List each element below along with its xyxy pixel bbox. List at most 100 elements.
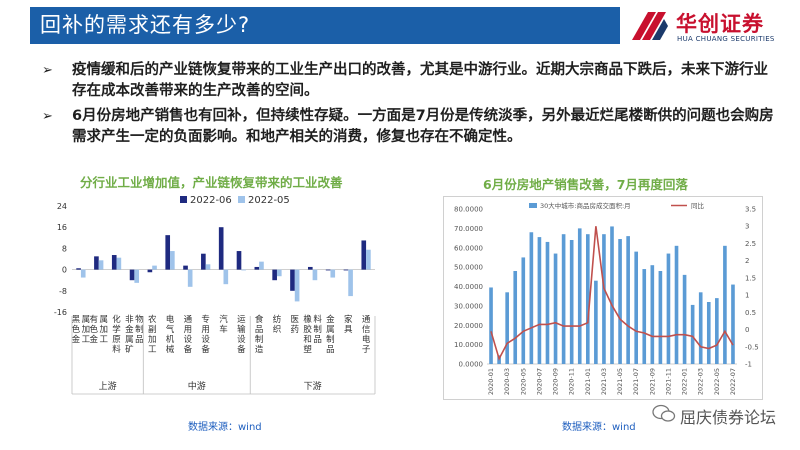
legend-swatch	[180, 196, 187, 203]
bar	[276, 269, 282, 277]
x-category-label: 电气机械	[166, 314, 175, 355]
bullet-item: ➢ 6月份房地产销售也有回补，但持续性存疑。一方面是7月份是传统淡季，另外最近烂尾…	[42, 106, 782, 148]
bar	[626, 236, 630, 364]
legend-label: 2022-05	[248, 195, 290, 206]
y-tick-label: 24	[57, 202, 67, 211]
y-tick-label-right: 1	[745, 292, 749, 300]
y-tick-label-left: 10.0000	[454, 341, 483, 349]
x-category-label-text: 运输设备	[237, 315, 246, 355]
bullet-list: ➢ 疫情缓和后的产业链恢复带来的工业生产出口的改善，尤其是中游行业。近期大宗商品下…	[42, 60, 782, 152]
arrow-bullet-icon: ➢	[42, 109, 53, 124]
bar	[545, 241, 550, 364]
bar	[183, 265, 188, 270]
x-tick-label: 2022-01	[681, 368, 689, 395]
bar	[537, 237, 542, 364]
y-tick-label-right: 2	[745, 257, 749, 265]
bar	[170, 251, 175, 270]
logo-text-cn: 华创证券	[676, 12, 764, 36]
bar	[521, 257, 526, 364]
bar	[361, 240, 367, 270]
x-category-label: 汽车	[219, 314, 228, 335]
bar	[223, 269, 229, 285]
x-category-label-text: 有色金属加工	[89, 314, 108, 345]
y-tick-label-right: 3.5	[745, 206, 756, 214]
bar	[569, 240, 574, 364]
bar	[307, 266, 313, 270]
x-tick-label: 2020-05	[519, 368, 527, 395]
bar	[706, 302, 711, 364]
x-tick-label: 2020-01	[487, 368, 495, 395]
logo: 华创证券 HUA CHUANG SECURITIES	[628, 6, 793, 48]
watermark-text: 屈庆债券论坛	[680, 408, 777, 427]
x-category-label: 有色金属加工	[89, 314, 108, 345]
page-title: 回补的需求还有多少?	[40, 13, 251, 37]
arrow-bullet-icon: ➢	[42, 63, 53, 78]
y-tick-label-left: 40.0000	[454, 283, 483, 291]
x-category-label: 农副加工	[148, 314, 157, 355]
x-category-label-text: 汽车	[219, 314, 228, 335]
bar	[602, 234, 606, 364]
bar	[348, 269, 353, 297]
bullet-text: 疫情缓和后的产业链恢复带来的工业生产出口的改善，尤其是中游行业。近期大宗商品下跌…	[72, 62, 768, 99]
x-category-label: 通信电子	[362, 314, 371, 355]
bar	[690, 304, 695, 364]
x-category-label-text: 家具	[344, 314, 353, 335]
bar	[634, 251, 639, 364]
bar	[201, 253, 206, 270]
bar	[585, 234, 590, 364]
y-tick-label-left: 20.0000	[454, 322, 483, 330]
right-source: 数据来源：wind	[562, 422, 636, 433]
legend-label: 同比	[691, 201, 705, 210]
y-tick-label: -16	[54, 308, 67, 317]
bar	[129, 269, 135, 281]
bar	[94, 256, 99, 270]
y-tick-label-left: 80.0000	[454, 206, 483, 214]
x-tick-label: 2020-09	[552, 368, 560, 395]
industry-value-added-chart: 2022-06 2022-05 24 16 8 0 -8 -16 黑色金属加工有色金属加工化学原…	[54, 195, 376, 395]
bar	[272, 269, 277, 281]
bar	[312, 269, 318, 281]
x-category-label-text: 化学原料	[112, 314, 121, 355]
bar	[650, 265, 655, 364]
bar	[723, 245, 727, 364]
x-category-label: 黑色金属加工	[72, 315, 91, 345]
bar	[218, 227, 224, 270]
x-category-label-text: 橡胶和塑料制品	[303, 314, 322, 355]
x-category-label-text: 纺织	[273, 314, 282, 335]
y-tick-label: -8	[59, 287, 67, 296]
x-category-label-text: 专用设备	[201, 314, 210, 355]
x-category-label-text: 通用设备	[184, 314, 193, 355]
y-tick-label-left: 0.0000	[459, 361, 484, 369]
x-category-label: 食品制造	[255, 314, 264, 355]
title-bar	[30, 7, 620, 44]
y-tick-label-left: 30.0000	[454, 302, 483, 310]
x-tick-label: 2021-03	[600, 368, 608, 395]
y-tick-label-left: 70.0000	[454, 225, 483, 233]
bullet-text: 6月份房地产销售也有回补，但持续性存疑。一方面是7月份是传统淡季，另外最近烂尾楼…	[72, 108, 774, 145]
y-tick-label-right: 3	[745, 223, 749, 231]
group-label: 下游	[304, 380, 322, 392]
y-tick-label: 8	[62, 244, 67, 253]
yoy-line	[490, 226, 734, 361]
bar	[343, 269, 349, 271]
bar	[674, 245, 679, 364]
x-category-label: 金属制品	[326, 314, 335, 355]
x-tick-label: 2021-07	[632, 368, 640, 395]
y-tick-label-right: 1.5	[745, 274, 756, 282]
left-source: 数据来源：wind	[188, 422, 262, 433]
bar	[561, 234, 566, 364]
x-tick-label: 2020-03	[503, 368, 511, 395]
bar	[294, 269, 300, 302]
x-category-label: 纺织	[273, 314, 282, 335]
x-category-label-text: 黑色金属加工	[72, 315, 91, 345]
y-tick-label-right: 2.5	[745, 240, 756, 248]
x-tick-label: 2021-01	[584, 368, 592, 395]
x-category-label-text: 金属制品	[326, 314, 335, 355]
logo-mark-icon	[632, 12, 668, 40]
bar	[666, 253, 671, 364]
y-tick-label-right: 0.5	[745, 309, 756, 317]
bar	[165, 235, 171, 270]
x-tick-label: 2020-07	[535, 368, 543, 395]
bar	[236, 251, 242, 270]
bar	[187, 269, 193, 287]
